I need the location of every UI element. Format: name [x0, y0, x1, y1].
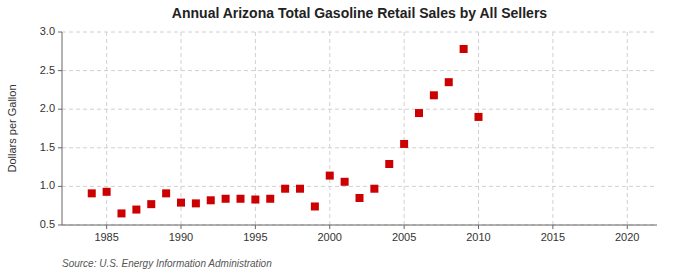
y-tick [58, 70, 62, 71]
point [400, 140, 408, 148]
point [222, 195, 230, 203]
y-tick [58, 186, 62, 187]
x-tick-label: 1990 [169, 231, 193, 243]
x-grid-line [627, 32, 628, 225]
source-note: Source: U.S. Energy Information Administ… [62, 258, 272, 269]
point [460, 45, 468, 53]
point [430, 91, 438, 99]
point [341, 178, 349, 186]
point [207, 196, 215, 204]
point [475, 113, 483, 121]
point [266, 195, 274, 203]
x-tick [404, 225, 405, 229]
y-grid-line [62, 225, 657, 226]
x-tick-label: 2005 [392, 231, 416, 243]
y-tick [58, 147, 62, 148]
y-tick [58, 109, 62, 110]
x-axis-line [62, 225, 657, 226]
x-grid-line [181, 32, 182, 225]
y-grid-line [62, 109, 657, 110]
y-grid-line [62, 186, 657, 187]
x-tick-label: 2020 [615, 231, 639, 243]
y-tick [58, 32, 62, 33]
x-grid-line [478, 32, 479, 225]
point [415, 109, 423, 117]
point [177, 199, 185, 207]
point [118, 209, 126, 217]
point [370, 185, 378, 193]
x-grid-line [106, 32, 107, 225]
y-axis-line [62, 32, 63, 225]
x-tick-label: 1995 [243, 231, 267, 243]
point [192, 199, 200, 207]
point [237, 195, 245, 203]
grid [62, 32, 657, 225]
points [88, 45, 483, 217]
y-grid-line [62, 70, 657, 71]
y-axis-label: Dollars per Gallon [6, 84, 18, 172]
y-grid-line [62, 147, 657, 148]
point [88, 189, 96, 197]
title: Annual Arizona Total Gasoline Retail Sal… [172, 5, 547, 21]
chart: 0.5 1.0 1.5 2.0 2.5 3.0 1985 1990 1995 2000 2005 20… [0, 0, 675, 275]
x-grid-line [552, 32, 553, 225]
point [132, 206, 140, 214]
x-tick-label: 2015 [541, 231, 565, 243]
x-grid-line [404, 32, 405, 225]
axes: 0.5 1.0 1.5 2.0 2.5 3.0 1985 1990 1995 2000 2005 20… [40, 25, 657, 243]
x-tick [329, 225, 330, 229]
point [281, 185, 289, 193]
y-tick-label: 1.0 [40, 179, 55, 191]
point [356, 194, 364, 202]
x-tick [627, 225, 628, 229]
y-tick-label: 2.0 [40, 102, 55, 114]
x-tick-label: 2000 [318, 231, 342, 243]
y-tick-label: 0.5 [40, 218, 55, 230]
point [445, 78, 453, 86]
x-tick [255, 225, 256, 229]
point [326, 172, 334, 180]
point [103, 188, 111, 196]
x-tick [552, 225, 553, 229]
y-tick [58, 225, 62, 226]
x-tick-label: 2010 [466, 231, 490, 243]
y-tick-label: 2.5 [40, 64, 55, 76]
point [385, 160, 393, 168]
point [296, 185, 304, 193]
y-tick-label: 1.5 [40, 141, 55, 153]
x-tick [106, 225, 107, 229]
point [251, 196, 259, 204]
point [311, 202, 319, 210]
point [162, 189, 170, 197]
y-tick-label: 3.0 [40, 25, 55, 37]
x-tick [478, 225, 479, 229]
x-tick-label: 1985 [94, 231, 118, 243]
y-grid-line [62, 32, 657, 33]
x-tick [181, 225, 182, 229]
x-grid-line [329, 32, 330, 225]
point [147, 200, 155, 208]
